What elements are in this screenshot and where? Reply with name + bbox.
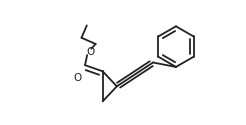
Text: O: O [73,73,81,83]
Text: O: O [86,47,94,57]
